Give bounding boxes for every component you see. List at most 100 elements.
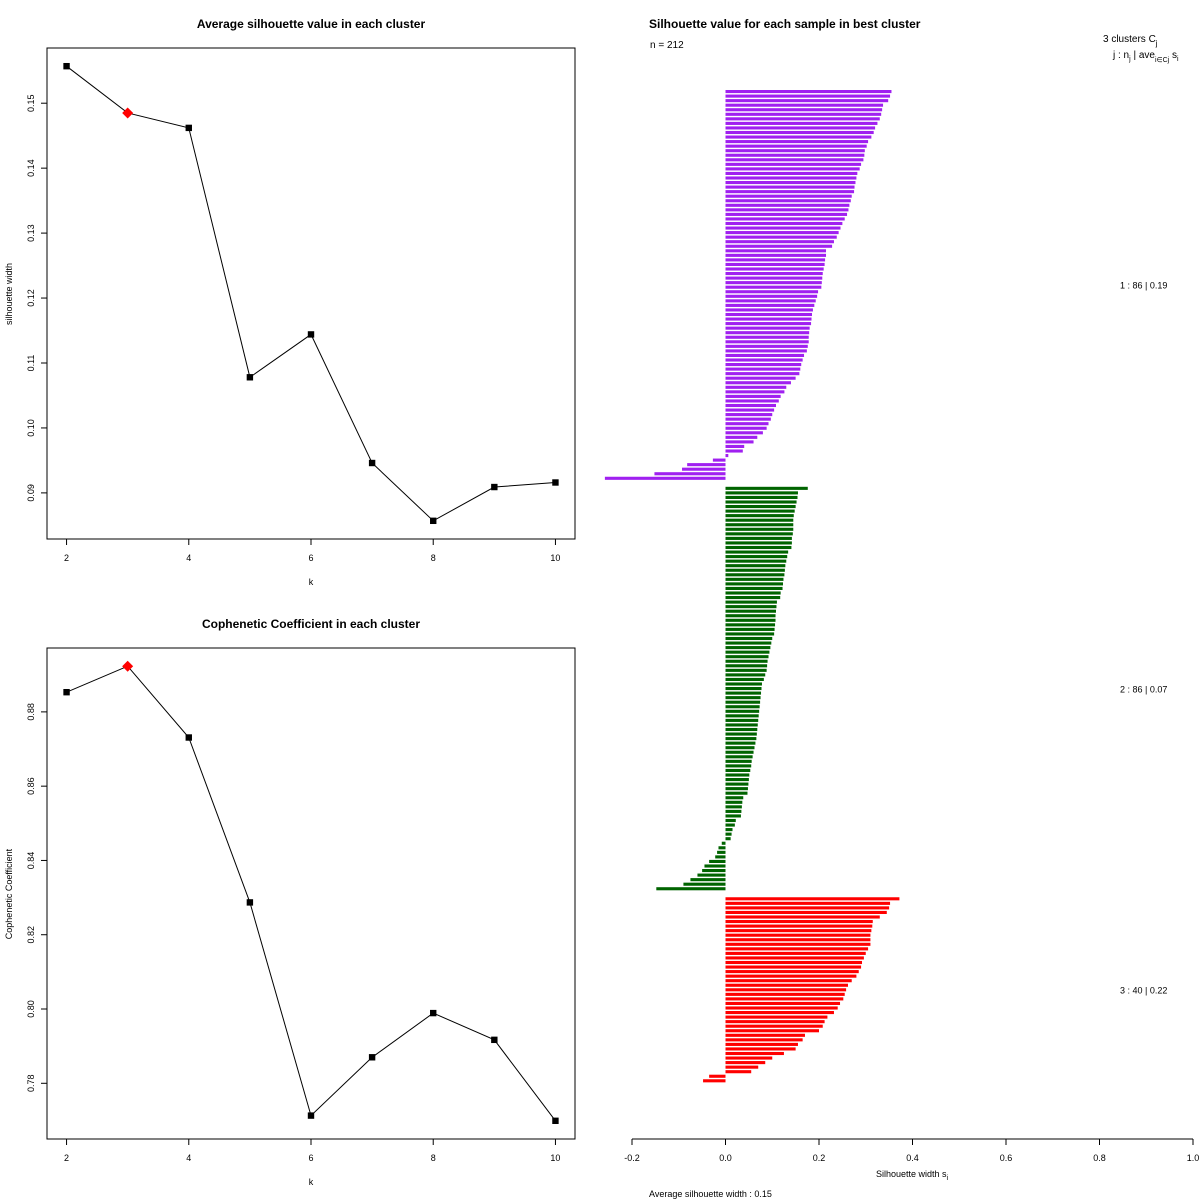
silhouette-bar xyxy=(725,929,872,933)
silhouette-bar xyxy=(715,855,726,859)
silhouette-bar xyxy=(725,1020,825,1024)
silhouette-bar xyxy=(725,267,824,271)
silhouette-bar xyxy=(725,832,732,836)
silhouette-bar xyxy=(604,476,726,480)
silhouette-bar xyxy=(725,285,822,289)
y-tick-label: 0.12 xyxy=(26,289,36,307)
silhouette-bar xyxy=(725,281,822,285)
silhouette-bar xyxy=(725,208,849,212)
silhouette-bar xyxy=(725,951,866,955)
silhouette-bar xyxy=(702,869,726,873)
silhouette-bar xyxy=(725,514,794,518)
silhouette-bar xyxy=(725,938,871,942)
silhouette-bar xyxy=(709,859,726,863)
silhouette-bar xyxy=(725,988,847,992)
series-line xyxy=(66,65,556,522)
silhouette-bar xyxy=(725,190,855,194)
silhouette-bar xyxy=(725,394,781,398)
data-marks xyxy=(63,660,559,1125)
silhouette-bar xyxy=(725,691,762,695)
silhouette-bar xyxy=(725,1033,805,1037)
x-tick-label: 8 xyxy=(431,553,436,563)
silhouette-bar xyxy=(725,1006,838,1010)
silhouette-bar xyxy=(725,527,794,531)
silhouette-bar xyxy=(725,454,729,458)
y-tick-label: 0.15 xyxy=(26,94,36,112)
x-tick-label: 0.8 xyxy=(1093,1153,1106,1163)
silhouette-bar xyxy=(725,605,777,609)
silhouette-bar xyxy=(725,167,860,171)
data-point xyxy=(552,479,559,486)
silhouette-bar xyxy=(725,372,800,376)
silhouette-bar xyxy=(725,1056,773,1060)
silhouette-bar xyxy=(725,500,797,504)
silhouette-bar xyxy=(725,709,760,713)
silhouette-bar xyxy=(725,1070,752,1074)
silhouette-bar xyxy=(725,800,743,804)
silhouette-bar xyxy=(725,108,883,112)
best-k-point xyxy=(122,660,134,672)
silhouette-bar xyxy=(725,353,805,357)
silhouette-bar xyxy=(725,509,795,513)
data-point xyxy=(368,459,376,467)
silhouette-bar xyxy=(725,759,752,763)
x-tick-label: 1.0 xyxy=(1187,1153,1200,1163)
silhouette-bar xyxy=(725,312,812,317)
x-axis-label: Silhouette width si xyxy=(876,1169,949,1182)
silhouette-bar xyxy=(725,727,758,732)
silhouette-bar xyxy=(725,444,745,448)
silhouette-bar xyxy=(725,491,798,495)
y-axis-label: silhouette width xyxy=(4,263,14,325)
silhouette-bar xyxy=(725,176,857,180)
silhouette-bar xyxy=(725,897,900,901)
header-line-1: 3 clusters Cj xyxy=(1103,34,1158,48)
silhouette-bar xyxy=(721,841,726,845)
silhouette-bar xyxy=(725,130,874,135)
silhouette-bar xyxy=(725,764,752,768)
silhouette-bar xyxy=(725,915,880,919)
silhouette-bar xyxy=(725,705,760,709)
silhouette-bar xyxy=(725,837,731,841)
silhouette-bar xyxy=(725,518,794,522)
silhouette-bar xyxy=(725,199,851,203)
y-tick-label: 0.86 xyxy=(26,777,36,795)
silhouette-bar xyxy=(725,103,884,107)
silhouette-bar xyxy=(704,864,726,868)
x-tick-label: 6 xyxy=(308,553,313,563)
silhouette-bar xyxy=(725,326,810,330)
silhouette-bar xyxy=(683,882,726,886)
silhouette-bar xyxy=(725,960,863,965)
silhouette-bar xyxy=(718,846,726,850)
silhouette-bar xyxy=(725,212,848,216)
silhouette-bar xyxy=(725,920,873,924)
silhouette-bar xyxy=(725,272,823,276)
axis-ticks: -0.2 0.0 0.2 0.4 0.6 0.8 1.0 xyxy=(624,1138,1200,1163)
y-tick-label: 0.14 xyxy=(26,159,36,177)
cluster-label: 2 : 86 | 0.07 xyxy=(1120,684,1167,694)
silhouette-bar xyxy=(687,463,726,467)
y-tick-label: 0.88 xyxy=(26,703,36,721)
silhouette-bar xyxy=(725,965,862,969)
silhouette-bar xyxy=(725,185,855,189)
silhouette-bar xyxy=(712,458,726,462)
silhouette-bar xyxy=(725,596,781,600)
silhouette-bar xyxy=(725,778,749,782)
silhouette-bar xyxy=(709,1074,726,1078)
silhouette-bar xyxy=(725,181,856,185)
x-tick-label: 4 xyxy=(186,1153,191,1163)
silhouette-bar xyxy=(725,956,864,960)
silhouette-bar xyxy=(725,240,834,244)
silhouette-bar xyxy=(725,276,823,280)
silhouette-bar xyxy=(725,591,781,595)
data-point xyxy=(246,374,254,381)
silhouette-bar xyxy=(725,403,776,408)
silhouette-bar xyxy=(725,149,865,153)
silhouette-bar xyxy=(725,117,880,121)
y-tick-label: 0.09 xyxy=(26,484,36,502)
silhouette-bar xyxy=(725,636,773,641)
silhouette-bar xyxy=(725,144,867,148)
silhouette-bar xyxy=(725,1051,784,1056)
silhouette-bar xyxy=(725,317,812,321)
silhouette-bar xyxy=(725,1001,841,1005)
silhouette-bar xyxy=(725,1065,759,1069)
